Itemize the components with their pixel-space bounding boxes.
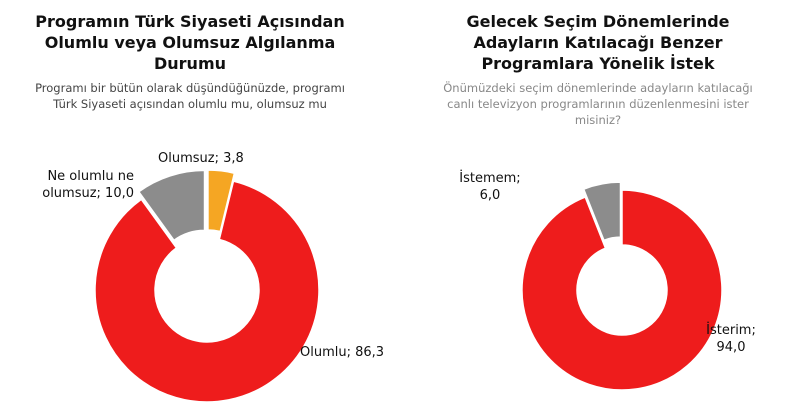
donut-slice: [137, 169, 206, 242]
chart-title-line: Durumu: [154, 54, 226, 73]
data-label-line: İsterim;: [706, 322, 756, 338]
chart-title-line: Gelecek Seçim Dönemlerinde: [466, 12, 729, 31]
chart-subtitle-line: Programı bir bütün olarak düşündüğünüzde…: [35, 81, 345, 95]
data-label: İstemem; 6,0: [459, 170, 520, 203]
data-label: İsterim; 94,0: [706, 322, 756, 355]
data-label-line: Olumlu; 86,3: [300, 345, 384, 360]
donut-slice: [521, 189, 723, 391]
chart-title-line: Adayların Katılacağı Benzer: [473, 33, 722, 52]
chart-subtitle-line: canlı televizyon programlarının düzenlen…: [447, 97, 749, 111]
chart-title: Gelecek Seçim Dönemlerinde Adayların Katı…: [466, 12, 729, 73]
chart-subtitle-line: misiniz?: [575, 113, 621, 127]
data-label: Olumlu; 86,3: [300, 345, 384, 360]
donut-slice: [582, 181, 622, 242]
data-label: Olumsuz; 3,8: [158, 151, 244, 166]
donut-slice: [207, 169, 236, 233]
data-label: Ne olumlu ne olumsuz; 10,0: [42, 169, 134, 201]
chart-title: Programın Türk Siyaseti Açısından Olumlu …: [35, 12, 344, 73]
data-label-line: olumsuz; 10,0: [42, 186, 134, 201]
chart-title-line: Programın Türk Siyaseti Açısından: [35, 12, 344, 31]
donut-slice: [94, 180, 320, 403]
data-label-line: 6,0: [480, 188, 501, 203]
data-label-line: İstemem;: [459, 170, 520, 186]
data-label-line: 94,0: [717, 340, 746, 355]
chart-subtitle-line: Türk Siyaseti açısından olumlu mu, olums…: [52, 97, 327, 111]
data-label-line: Olumsuz; 3,8: [158, 151, 244, 166]
chart-subtitle: Programı bir bütün olarak düşündüğünüzde…: [35, 81, 345, 111]
chart-subtitle: Önümüzdeki seçim dönemlerinde adayların …: [443, 79, 753, 127]
chart-title-line: Olumlu veya Olumsuz Algılanma: [45, 33, 336, 52]
chart-title-line: Programlara Yönelik İstek: [481, 54, 714, 73]
chart-subtitle-line: Önümüzdeki seçim dönemlerinde adayların …: [443, 79, 753, 95]
data-label-line: Ne olumlu ne: [47, 169, 134, 184]
